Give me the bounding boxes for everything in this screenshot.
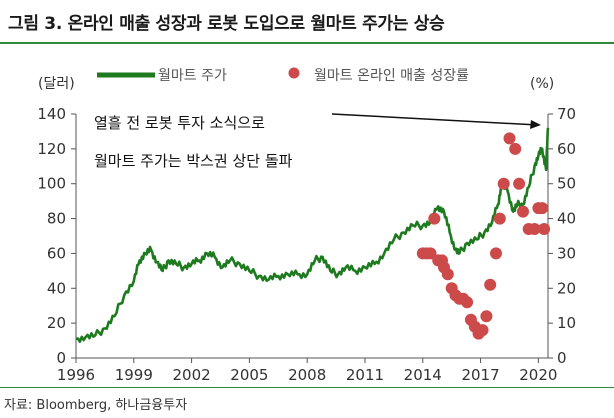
growth-point xyxy=(536,202,549,215)
growth-point xyxy=(476,324,489,337)
series-layer xyxy=(75,127,551,343)
growth-point xyxy=(513,177,526,190)
growth-point xyxy=(461,296,474,309)
legend: 월마트 주가 월마트 온라인 매출 성장률 xyxy=(97,67,469,84)
x-axis-tick-label: 2008 xyxy=(288,366,326,384)
growth-point xyxy=(517,205,529,218)
title-divider xyxy=(0,42,614,44)
right-axis-unit: (%) xyxy=(530,76,554,92)
chart: 0 20 40 60 80 100 120 140 0 10 20 30 40 50 60 70 1996 199… xyxy=(37,67,576,384)
right-axis-tick-label: 70 xyxy=(557,105,576,123)
annotation-text-1: 열흘 전 로봇 투자 소식으로 xyxy=(94,114,265,132)
left-axis-tick-label: 100 xyxy=(37,175,66,193)
growth-point xyxy=(493,212,506,225)
growth-point xyxy=(528,223,541,235)
right-axis-tick-label: 0 xyxy=(557,349,567,367)
legend-label-price: 월마트 주가 xyxy=(158,68,227,84)
left-axis-tick-label: 20 xyxy=(47,314,66,332)
growth-point xyxy=(497,177,510,190)
x-axis-tick-label: 2020 xyxy=(519,366,557,384)
right-axis-tick-label: 40 xyxy=(557,210,576,228)
left-axis-tick-label: 80 xyxy=(47,210,66,228)
left-axis-tick-label: 40 xyxy=(47,279,66,297)
growth-point xyxy=(490,247,502,260)
price-line xyxy=(75,127,550,343)
footer-divider xyxy=(0,387,614,388)
right-axis-tick-label: 60 xyxy=(557,140,576,158)
plot-axes: 0 20 40 60 80 100 120 140 0 10 20 30 40 50 60 70 1996 199… xyxy=(37,76,576,384)
x-axis-tick-label: 2002 xyxy=(172,366,210,384)
growth-point xyxy=(503,132,516,145)
x-axis-tick-label: 1996 xyxy=(57,366,95,384)
growth-point xyxy=(480,310,493,323)
annotation-arrow-line xyxy=(331,113,539,126)
x-axis-tick-label: 2011 xyxy=(346,366,384,384)
growth-point xyxy=(424,247,437,260)
figure-title: 그림 3. 온라인 매출 성장과 로봇 도입으로 월마트 주가는 상승 xyxy=(8,14,445,34)
right-axis-tick-label: 20 xyxy=(557,279,576,297)
right-axis-tick-label: 30 xyxy=(557,244,576,262)
legend-dot-swatch xyxy=(288,67,300,79)
growth-point xyxy=(484,278,497,291)
left-axis-tick-label: 60 xyxy=(47,244,66,262)
annotation-text-2: 월마트 주가는 박스권 상단 돌파 xyxy=(94,152,293,170)
growth-point xyxy=(538,223,551,235)
annotation-arrow-head xyxy=(530,120,541,129)
x-axis-tick-label: 2005 xyxy=(230,366,268,384)
source-note: 자료: Bloomberg, 하나금융투자 xyxy=(4,398,188,413)
x-axis-tick-label: 2017 xyxy=(461,366,499,384)
right-axis-tick-label: 10 xyxy=(557,314,576,332)
left-axis-tick-label: 120 xyxy=(37,140,66,158)
left-axis-tick-label: 140 xyxy=(37,105,66,123)
right-axis-tick-label: 50 xyxy=(557,175,576,193)
x-axis-tick-label: 2014 xyxy=(404,366,442,384)
growth-point xyxy=(509,142,522,155)
left-axis-tick-label: 0 xyxy=(56,349,66,367)
left-axis-unit: (달러) xyxy=(38,76,75,92)
x-axis-tick-label: 1999 xyxy=(115,366,153,384)
legend-label-growth: 월마트 온라인 매출 성장률 xyxy=(314,68,469,84)
growth-point xyxy=(441,268,454,281)
growth-point xyxy=(428,212,441,225)
